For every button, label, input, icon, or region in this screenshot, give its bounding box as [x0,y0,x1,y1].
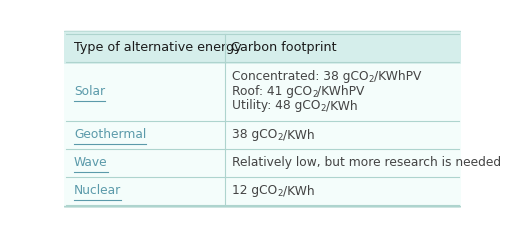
Text: 2: 2 [321,104,326,113]
Text: Nuclear: Nuclear [74,184,121,197]
Text: Utility: 48 gCO: Utility: 48 gCO [232,100,321,113]
Text: Geothermal: Geothermal [74,128,146,141]
Text: /KWh: /KWh [326,100,357,113]
FancyBboxPatch shape [61,32,463,207]
Text: 2: 2 [369,75,374,84]
Text: /KWhPV: /KWhPV [374,70,421,83]
Text: 2: 2 [312,90,317,99]
Text: Carbon footprint: Carbon footprint [231,41,336,54]
Text: /KWh: /KWh [283,128,314,141]
Text: 12 gCO: 12 gCO [232,184,277,197]
Text: Concentrated: 38 gCO: Concentrated: 38 gCO [232,70,369,83]
Text: Relatively low, but more research is needed: Relatively low, but more research is nee… [232,156,501,169]
Text: Roof: 41 gCO: Roof: 41 gCO [232,85,312,98]
Text: Solar: Solar [74,85,105,98]
Text: 2: 2 [277,189,283,198]
Text: Type of alternative energy: Type of alternative energy [74,41,242,54]
FancyBboxPatch shape [61,32,463,64]
Text: Wave: Wave [74,156,108,169]
Text: /KWhPV: /KWhPV [317,85,365,98]
Text: /KWh: /KWh [283,184,314,197]
Text: 38 gCO: 38 gCO [232,128,277,141]
Text: 2: 2 [277,133,283,142]
